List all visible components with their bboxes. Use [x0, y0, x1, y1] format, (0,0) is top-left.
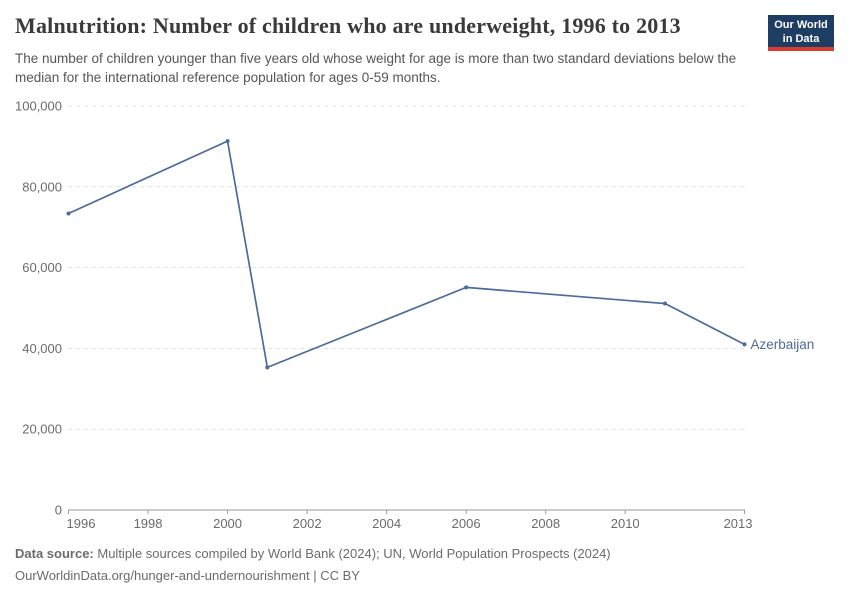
chart-title: Malnutrition: Number of children who are… [15, 13, 681, 38]
series-label: Azerbaijan [751, 337, 815, 352]
x-tick-label: 1998 [134, 516, 163, 531]
data-point [225, 139, 230, 144]
data-point [464, 285, 469, 290]
data-point [662, 301, 667, 306]
logo-line2: in Data [782, 33, 820, 45]
x-tick-label: 2004 [372, 516, 401, 531]
data-point [66, 211, 71, 216]
chart-subtitle: The number of children younger than five… [15, 51, 737, 85]
y-tick-label: 40,000 [22, 341, 62, 356]
data-source-label: Data source: [15, 546, 94, 561]
y-tick-label: 80,000 [22, 179, 62, 194]
x-tick-label: 2006 [452, 516, 481, 531]
owid-logo: Our World in Data [768, 15, 834, 51]
y-tick-label: 100,000 [15, 99, 62, 114]
x-tick-label: 2013 [724, 516, 753, 531]
data-point [265, 365, 270, 370]
data-source-text: Multiple sources compiled by World Bank … [97, 546, 611, 561]
x-tick-label: 2000 [213, 516, 242, 531]
x-tick-label: 1996 [67, 516, 96, 531]
x-tick-label: 2008 [531, 516, 560, 531]
chart-footer: Data source: Multiple sources compiled b… [15, 543, 815, 587]
data-source-line: Data source: Multiple sources compiled b… [15, 543, 815, 565]
x-tick-label: 2002 [293, 516, 322, 531]
y-tick-label: 0 [55, 503, 62, 518]
logo-line1: Our World [774, 19, 828, 31]
data-point [742, 342, 747, 347]
y-tick-label: 60,000 [22, 260, 62, 275]
trend-line [67, 140, 746, 369]
x-tick-label: 2010 [611, 516, 640, 531]
y-tick-label: 20,000 [22, 422, 62, 437]
footer-link: OurWorldinData.org/hunger-and-undernouri… [15, 568, 360, 583]
